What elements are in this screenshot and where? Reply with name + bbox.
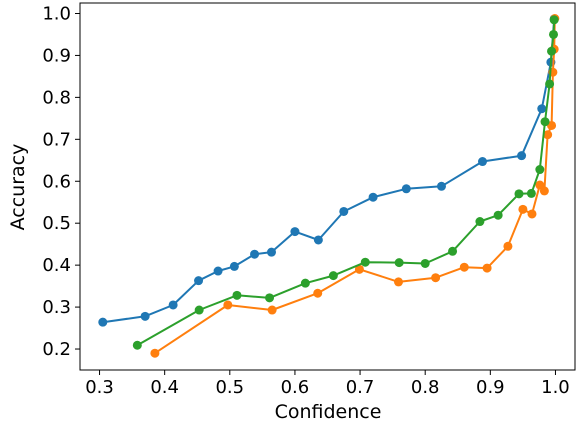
series-0-point-0: [98, 317, 108, 327]
series-0-point-12: [401, 184, 411, 194]
series-0-point-1: [140, 311, 150, 321]
x-tick-label-7: 1.0: [541, 377, 570, 398]
x-axis: 0.3 0.4 0.5 0.6 0.7 0.8 0.9 1.0: [85, 370, 570, 398]
series-1-point-9: [503, 241, 513, 251]
x-axis-label: Confidence: [275, 401, 382, 423]
series-2-point-13: [526, 188, 536, 198]
x-tick-label-6: 0.9: [476, 377, 505, 398]
x-tick-label-1: 0.4: [150, 377, 179, 398]
series-1-point-11: [527, 209, 537, 219]
series-2-point-2: [232, 290, 242, 300]
series-0-point-8: [290, 227, 300, 237]
series-2-point-11: [493, 210, 503, 220]
series-0-point-10: [339, 206, 349, 216]
plot-frame: [79, 2, 576, 371]
series-1-point-3: [313, 288, 323, 298]
y-tick-label-0: 0.2: [42, 339, 71, 360]
series-0-point-2: [168, 300, 178, 310]
plot-area: [79, 2, 576, 371]
x-tick-label-5: 0.8: [411, 377, 440, 398]
x-tick-label-2: 0.5: [215, 377, 244, 398]
series-1-point-1: [223, 300, 233, 310]
series-0-point-5: [229, 261, 239, 271]
series-1-point-5: [393, 277, 403, 287]
series-2-point-14: [535, 165, 545, 175]
series-0-point-4: [213, 266, 223, 276]
series-1-point-15: [547, 120, 557, 130]
series-2-point-8: [420, 258, 430, 268]
series-1-point-0: [150, 348, 160, 358]
series-2-point-5: [328, 271, 338, 281]
y-tick-label-5: 0.7: [42, 129, 71, 150]
series-2-point-4: [300, 278, 310, 288]
y-tick-label-7: 0.9: [42, 45, 71, 66]
series-0-point-7: [266, 247, 276, 257]
series-2-point-16: [545, 79, 555, 89]
series-0: [98, 14, 559, 327]
series-1-point-13: [539, 186, 549, 196]
y-tick-label-3: 0.5: [42, 213, 71, 234]
series-0-point-9: [313, 235, 323, 245]
series-2-point-10: [475, 217, 485, 227]
series-2-point-7: [394, 258, 404, 268]
series-layer: [98, 14, 560, 358]
series-2-point-0: [132, 340, 142, 350]
series-0-point-13: [436, 181, 446, 191]
series-0-point-16: [537, 104, 547, 114]
y-tick-label-6: 0.8: [42, 87, 71, 108]
series-1-point-6: [431, 273, 441, 283]
x-tick-label-3: 0.6: [281, 377, 310, 398]
series-1: [150, 14, 560, 358]
series-2-point-9: [448, 246, 458, 256]
series-0-point-6: [250, 249, 260, 259]
series-1-point-4: [354, 264, 364, 274]
series-2-point-17: [547, 46, 557, 56]
x-tick-label-4: 0.7: [346, 377, 375, 398]
series-2-point-1: [194, 305, 204, 315]
series-1-point-10: [518, 204, 528, 214]
x-tick-label-0: 0.3: [85, 377, 114, 398]
y-tick-label-1: 0.3: [42, 297, 71, 318]
series-1-point-2: [267, 305, 277, 315]
series-2-point-6: [360, 257, 370, 267]
y-axis-label: Accuracy: [7, 144, 29, 231]
series-2-point-18: [549, 29, 559, 39]
y-tick-label-2: 0.4: [42, 255, 71, 276]
y-tick-label-4: 0.6: [42, 171, 71, 192]
series-1-point-8: [482, 263, 492, 273]
series-0-point-15: [517, 151, 527, 161]
series-2-point-19: [549, 15, 559, 25]
series-2-line: [136, 19, 556, 347]
series-0-point-3: [194, 276, 204, 286]
series-0-point-11: [368, 192, 378, 202]
series-1-point-14: [543, 130, 553, 140]
series-2-point-15: [540, 117, 550, 127]
y-tick-label-8: 1.0: [42, 3, 71, 24]
series-1-point-7: [459, 262, 469, 272]
series-0-point-14: [478, 157, 488, 167]
series-2: [132, 15, 559, 350]
y-axis: 0.2 0.3 0.4 0.5 0.6 0.7 0.8 0.9 1.0: [42, 3, 80, 360]
series-2-point-12: [514, 189, 524, 199]
series-2-point-3: [265, 293, 275, 303]
